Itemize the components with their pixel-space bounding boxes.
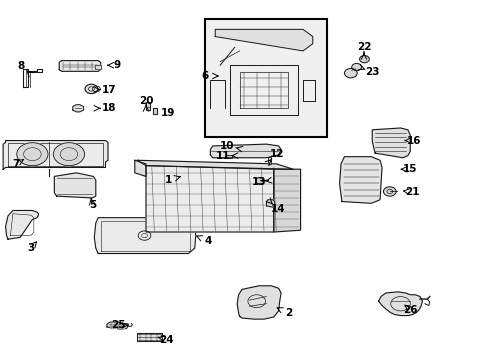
Circle shape xyxy=(92,86,100,92)
Bar xyxy=(95,64,101,69)
Text: 9: 9 xyxy=(113,60,120,70)
Text: 25: 25 xyxy=(111,320,126,330)
Circle shape xyxy=(344,68,356,78)
Bar xyxy=(153,108,157,114)
Polygon shape xyxy=(54,173,96,198)
Text: 20: 20 xyxy=(139,96,153,106)
Bar xyxy=(118,324,120,328)
Circle shape xyxy=(17,143,48,166)
Text: 26: 26 xyxy=(402,305,417,315)
Bar xyxy=(153,108,157,114)
Bar xyxy=(224,155,231,158)
Bar xyxy=(110,324,112,328)
Text: 8: 8 xyxy=(18,61,25,71)
Polygon shape xyxy=(3,140,108,169)
Text: 1: 1 xyxy=(165,175,172,185)
Text: 10: 10 xyxy=(220,141,234,151)
Bar xyxy=(145,102,150,110)
Bar xyxy=(122,324,124,328)
Circle shape xyxy=(53,143,84,166)
Polygon shape xyxy=(210,144,281,158)
Polygon shape xyxy=(146,166,273,232)
Text: 17: 17 xyxy=(102,85,116,95)
Polygon shape xyxy=(371,128,409,158)
Polygon shape xyxy=(215,30,312,51)
Text: 7: 7 xyxy=(13,159,20,169)
Text: 24: 24 xyxy=(159,334,173,345)
Polygon shape xyxy=(237,286,281,319)
Bar xyxy=(224,155,231,158)
Text: 16: 16 xyxy=(406,136,421,145)
Polygon shape xyxy=(59,60,101,71)
Circle shape xyxy=(255,177,264,184)
Bar xyxy=(122,324,124,328)
Polygon shape xyxy=(137,333,161,341)
Text: 19: 19 xyxy=(161,108,175,118)
Text: 11: 11 xyxy=(216,150,230,161)
Circle shape xyxy=(85,84,98,94)
Text: 12: 12 xyxy=(269,149,284,159)
Circle shape xyxy=(351,63,361,71)
Polygon shape xyxy=(107,322,128,329)
Bar xyxy=(205,19,327,137)
Text: 22: 22 xyxy=(356,42,370,52)
Text: 3: 3 xyxy=(27,243,35,253)
Text: 18: 18 xyxy=(102,103,116,113)
Text: 2: 2 xyxy=(284,309,291,318)
Text: 23: 23 xyxy=(365,67,379,77)
Text: 6: 6 xyxy=(202,71,209,81)
Text: 13: 13 xyxy=(251,177,266,187)
Polygon shape xyxy=(94,218,195,253)
Text: 14: 14 xyxy=(270,204,285,215)
Text: 21: 21 xyxy=(405,187,419,197)
Text: 4: 4 xyxy=(204,236,211,246)
Bar xyxy=(114,324,116,328)
Bar xyxy=(118,324,120,328)
Bar xyxy=(95,64,101,69)
Polygon shape xyxy=(135,160,146,176)
Polygon shape xyxy=(73,105,83,112)
Bar xyxy=(110,324,112,328)
Polygon shape xyxy=(137,160,293,169)
Polygon shape xyxy=(266,200,274,207)
Polygon shape xyxy=(273,169,300,232)
Polygon shape xyxy=(5,211,39,239)
Polygon shape xyxy=(339,157,381,203)
Bar xyxy=(145,102,150,110)
Polygon shape xyxy=(378,292,422,316)
Circle shape xyxy=(383,187,395,196)
Text: 5: 5 xyxy=(88,200,96,210)
Bar xyxy=(267,157,270,164)
Bar xyxy=(267,157,270,164)
Text: 15: 15 xyxy=(402,164,417,174)
Bar xyxy=(114,324,116,328)
Circle shape xyxy=(359,55,368,63)
